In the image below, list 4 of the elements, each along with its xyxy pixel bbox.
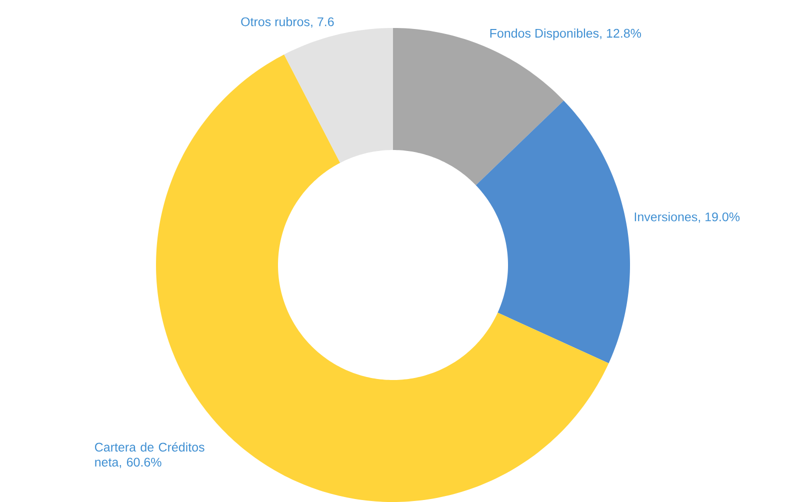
slice-label: Fondos Disponibles, 12.8% (490, 28, 642, 40)
slice-label: Inversiones, 19.0% (634, 212, 740, 223)
slice-label: Cartera de Créditos neta, 60.6% (94, 442, 204, 468)
slice-label: Otros rubros, 7.6 (241, 17, 334, 28)
